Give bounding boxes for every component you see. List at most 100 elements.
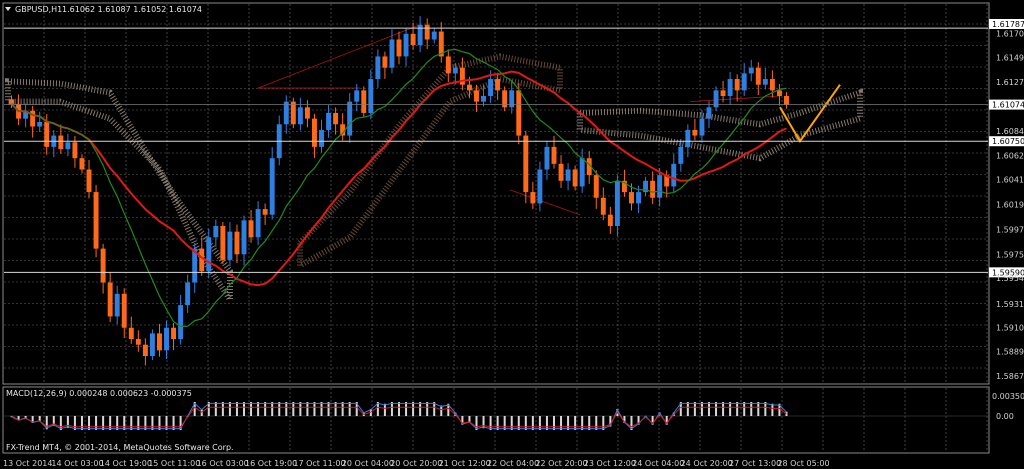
macd-histogram-bar: [235, 402, 238, 416]
macd-histogram-bar: [602, 416, 605, 430]
dropdown-triangle-icon[interactable]: [5, 7, 11, 11]
candle-body: [445, 56, 451, 74]
candle-body: [417, 24, 423, 46]
price-tick-label: 1.59750: [996, 250, 1024, 259]
price-tag: 1.61787: [989, 18, 1024, 29]
macd-histogram-bar: [31, 416, 34, 423]
candle-body: [431, 31, 437, 40]
macd-main-line: [11, 402, 787, 430]
price-tag-box: [989, 18, 1024, 29]
candle-body: [86, 169, 92, 193]
time-tick-label: 24 Oct 04:00: [632, 459, 684, 468]
macd-histogram-bar: [637, 416, 640, 425]
candle-body: [319, 129, 324, 147]
macd-histogram-bar: [102, 416, 105, 430]
macd-histogram-bar: [207, 402, 210, 416]
candle-body: [713, 90, 719, 108]
grid-lines: [4, 4, 988, 452]
candle-body: [481, 96, 487, 102]
candle-body: [311, 118, 317, 147]
price-tick-label: 1.61705: [996, 29, 1024, 38]
price-tag-text: 1.60750: [992, 137, 1024, 146]
candle-body: [720, 90, 726, 96]
cloud-band-right: [577, 88, 863, 162]
macd-histogram-bar: [461, 416, 464, 425]
cloud-band-left: [5, 78, 233, 310]
candle-body: [149, 333, 155, 356]
time-tick-label: 20 Oct 04:00: [342, 459, 394, 468]
macd-histogram-bar: [257, 402, 260, 416]
macd-histogram-bar: [228, 402, 231, 416]
macd-histogram-bar: [250, 402, 253, 416]
macd-histogram-bar: [567, 416, 570, 430]
candle-body: [135, 339, 141, 345]
candle-body: [333, 112, 339, 125]
candle-body: [368, 79, 374, 113]
candle-body: [607, 214, 613, 226]
macd-histogram-bar: [123, 416, 126, 430]
candle-body: [424, 24, 430, 40]
time-tick-label: 21 Oct 12:00: [439, 459, 491, 468]
macd-histogram-bar: [73, 416, 76, 430]
time-tick-label: 20 Oct 20:00: [390, 459, 442, 468]
time-tick-label: 24 Oct 20:00: [681, 459, 733, 468]
candle-body: [304, 107, 310, 119]
candle-body: [776, 90, 782, 96]
candle-body: [241, 220, 247, 255]
macd-indicator: [4, 402, 988, 430]
candle-body: [586, 158, 592, 176]
candle-body: [530, 192, 536, 204]
candle-body: [614, 180, 620, 226]
candle-body: [192, 248, 198, 283]
candle-body: [459, 67, 465, 85]
price-tag-box: [989, 99, 1024, 110]
macd-title: MACD(12,26,9) 0.000248 0.000623 -0.00037…: [6, 389, 192, 398]
macd-histogram-bar: [510, 416, 513, 430]
macd-histogram-bar: [560, 416, 563, 430]
candle-body: [452, 67, 458, 74]
macd-histogram-bar: [109, 416, 112, 430]
candle-body: [283, 101, 289, 125]
time-tick-label: 22 Oct 04:00: [487, 459, 539, 468]
candle-body: [678, 146, 684, 164]
macd-histogram-bar: [292, 402, 295, 416]
symbol-label: GBPUSD,H1: [15, 5, 62, 14]
macd-histogram-bar: [440, 405, 443, 416]
macd-histogram-bar: [17, 416, 20, 421]
candle-body: [636, 192, 641, 204]
macd-histogram-bar: [757, 402, 760, 416]
candle-body: [389, 39, 395, 68]
candle-body: [326, 112, 332, 130]
time-tick-label: 28 Oct 05:00: [777, 459, 829, 468]
candle-body: [206, 237, 212, 272]
macd-histogram-bar: [552, 416, 555, 430]
candle-body: [290, 101, 296, 125]
macd-histogram-bar: [665, 416, 668, 425]
macd-plot-frame: [2, 386, 990, 454]
candle-body: [741, 73, 747, 91]
macd-histogram-bar: [517, 416, 520, 430]
candle-body: [600, 197, 606, 215]
candle-body: [121, 293, 127, 328]
candle-body: [100, 248, 106, 283]
macd-histogram-bar: [468, 416, 471, 423]
macd-histogram-bar: [45, 416, 48, 430]
ma-slow-line: [10, 70, 787, 287]
macd-histogram-bar: [581, 416, 584, 430]
candle-body: [58, 135, 64, 150]
candle-body: [340, 124, 346, 136]
price-tag: 1.61074: [989, 99, 1024, 110]
macd-histogram-bar: [390, 402, 393, 416]
price-tick-label: 1.60840: [996, 127, 1024, 136]
time-tick-label: 14 Oct 19:00: [100, 459, 152, 468]
macd-histogram-bar: [193, 402, 196, 416]
macd-histogram-bar: [531, 416, 534, 430]
macd-histogram-bar: [348, 402, 351, 416]
candle-body: [72, 142, 78, 159]
price-tick-label: 1.60410: [996, 176, 1024, 185]
candle-body: [495, 79, 501, 91]
time-tick-label: 13 Oct 2014: [3, 459, 52, 468]
macd-signal-line: [11, 406, 787, 428]
candle-body: [79, 158, 85, 170]
